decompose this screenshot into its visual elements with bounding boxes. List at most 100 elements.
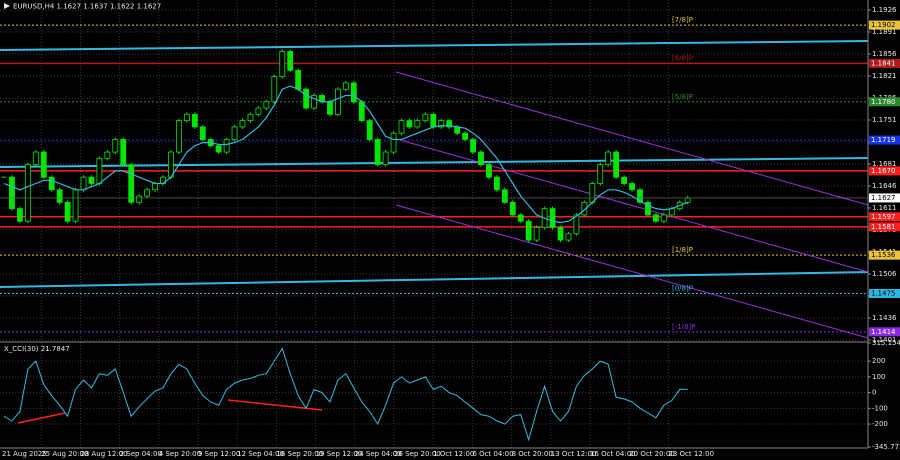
last-price-label: 1.1627: [871, 194, 896, 202]
candle: [271, 76, 278, 103]
candle: [470, 139, 476, 153]
candle: [334, 88, 341, 115]
y-tick-label: 0: [872, 389, 876, 397]
candle: [509, 201, 516, 216]
channel-line: [395, 204, 869, 339]
candle: [104, 151, 111, 159]
level-tag: [6/8]P: [672, 54, 693, 62]
candle: [9, 176, 15, 210]
candle: [645, 201, 651, 216]
candle: [56, 189, 63, 203]
candle: [613, 151, 620, 178]
candle: [247, 113, 254, 122]
candle: [327, 101, 333, 115]
candle: [438, 120, 445, 128]
level-price-label: 1.1841: [871, 59, 896, 67]
level-tag: [-1/8]P: [672, 323, 695, 331]
candle: [191, 113, 198, 128]
y-tick-label: 1.1821: [872, 72, 897, 80]
candle: [597, 164, 604, 184]
level-price-label: 1.1670: [871, 167, 896, 175]
x-tick-label: 24 Sep 04:00: [355, 450, 402, 458]
candle: [549, 208, 556, 228]
x-tick-label: 9 Sep 12:00: [198, 450, 240, 458]
candle: [80, 176, 87, 191]
last-price-box: [869, 193, 900, 203]
y-tick-label: 1.1926: [872, 6, 897, 14]
candle: [144, 189, 151, 197]
x-tick-label: 1 Oct 12:00: [433, 450, 474, 458]
candle: [223, 139, 230, 153]
level-price-box: [869, 222, 900, 232]
candle: [295, 69, 302, 90]
level-price-label: 1.1414: [871, 328, 896, 336]
y-tick-label: 1.1856: [872, 50, 897, 58]
level-price-box: [869, 135, 900, 145]
candle: [215, 145, 222, 153]
candle: [629, 183, 635, 191]
candle: [589, 183, 596, 203]
candle: [88, 176, 95, 184]
level-price-box: [869, 288, 900, 298]
candle: [454, 126, 461, 134]
candle: [621, 176, 627, 184]
candle: [374, 139, 381, 166]
y-tick-label: 1.1891: [872, 28, 897, 36]
candle: [478, 151, 484, 166]
candle: [48, 176, 55, 191]
candle: [350, 82, 357, 103]
x-tick-label: 12 Sep 04:00: [237, 450, 284, 458]
y-tick-label: 1.1401: [872, 336, 897, 344]
candle: [493, 176, 500, 191]
candle: [406, 120, 413, 128]
level-tag: [1/8]P: [672, 246, 693, 254]
moving-average: [3, 85, 688, 224]
candle: [239, 120, 246, 128]
candle: [24, 164, 31, 222]
level-price-label: 1.1475: [871, 289, 896, 297]
y-tick-label: 1.1506: [872, 270, 897, 278]
y-tick-label: 100: [872, 373, 885, 381]
y-tick-label: 1.1681: [872, 160, 897, 168]
candle: [557, 227, 564, 241]
candle: [96, 157, 103, 184]
level-price-box: [869, 166, 900, 176]
candle: [199, 126, 206, 140]
y-tick-label: -200: [872, 420, 888, 428]
candle: [533, 227, 540, 241]
candle: [231, 126, 238, 140]
x-tick-label: 16 Oct 04:00: [590, 450, 636, 458]
candle: [112, 139, 119, 153]
candle: [430, 113, 437, 128]
candle: [684, 197, 691, 203]
divergence-line: [17, 412, 66, 424]
y-tick-label: -100: [872, 404, 888, 412]
level-price-label: 1.1780: [871, 98, 896, 106]
level-price-box: [869, 58, 900, 68]
candle: [446, 120, 453, 128]
candle: [303, 88, 310, 109]
candle: [40, 151, 47, 178]
x-tick-label: 28 Aug 12:00: [80, 450, 127, 458]
x-tick-label: 19 Sep 12:00: [316, 450, 363, 458]
candle: [16, 208, 23, 222]
candle: [120, 139, 127, 166]
trend-line: [0, 271, 869, 288]
candle: [422, 113, 429, 122]
channel-line: [399, 139, 869, 273]
candle: [263, 101, 270, 109]
level-price-label: 1.1902: [871, 21, 896, 29]
y-tick-label: 1.1611: [872, 204, 897, 212]
x-tick-label: 23 Oct 12:00: [668, 450, 714, 458]
candle: [501, 189, 508, 203]
candle: [390, 132, 397, 153]
chart-title: EURUSD,H4 1.1627 1.1637 1.1622 1.1627: [13, 3, 161, 11]
candle: [573, 214, 580, 235]
trend-line: [0, 157, 869, 168]
x-tick-label: 6 Oct 04:00: [472, 450, 513, 458]
level-tag: [7/8]P: [672, 16, 693, 24]
candle: [311, 95, 317, 109]
x-tick-label: 26 Sep 20:00: [394, 450, 441, 458]
candle: [382, 151, 389, 166]
